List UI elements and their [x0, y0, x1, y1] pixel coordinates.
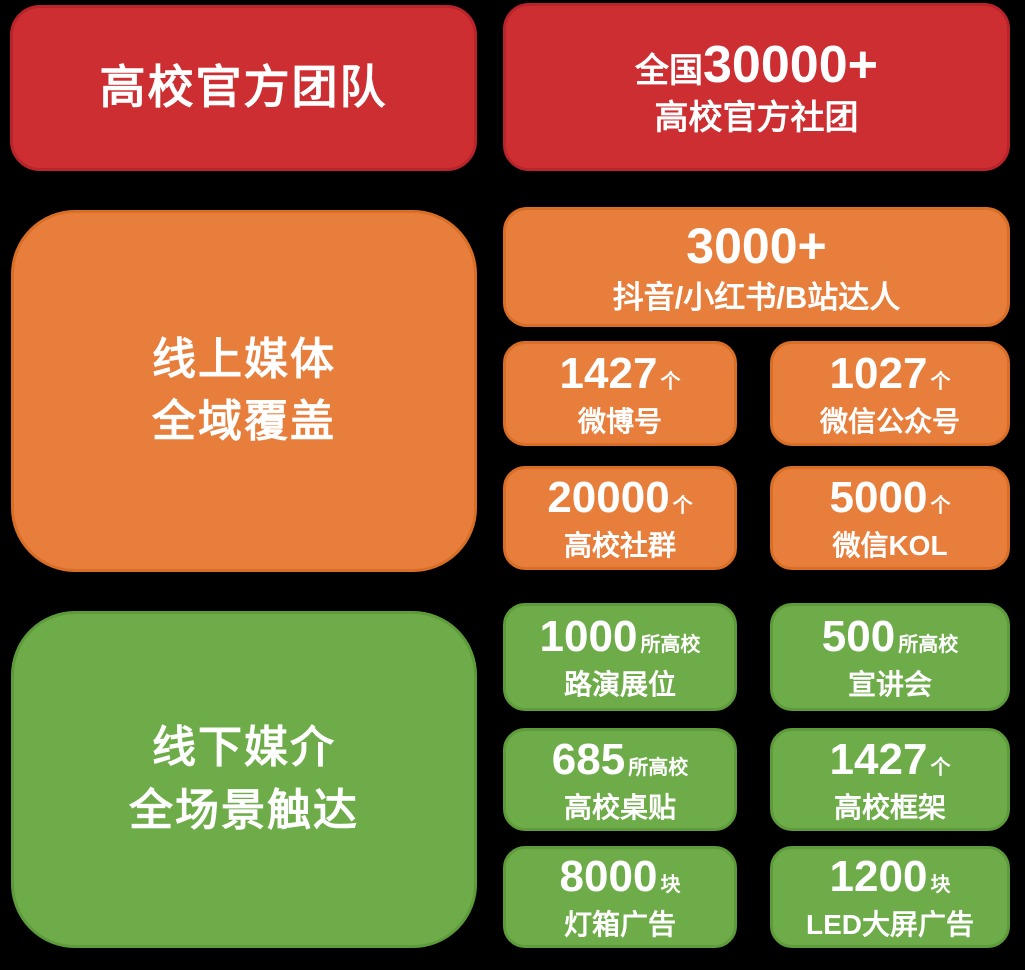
stat-value: 1027: [829, 348, 928, 398]
stat-label: 微信公众号: [819, 405, 960, 437]
stat-campus-frames: 1427 个 高校框架: [770, 728, 1010, 831]
stat-prefix: 全国: [635, 52, 704, 90]
stat-label: 高校框架: [833, 791, 946, 823]
section-title-line1: 线下媒介: [152, 723, 336, 773]
section-title-text: 线上媒体 全域覆盖: [152, 329, 336, 454]
stat-campus-groups: 20000 个 高校社群: [503, 466, 737, 570]
stat-label: 微博号: [577, 405, 662, 437]
section-title-text: 高校官方团队: [99, 61, 388, 114]
stat-unit: 个: [672, 495, 693, 517]
stat-unit: 块: [660, 874, 681, 896]
section-title-line2: 全域覆盖: [152, 397, 336, 446]
stat-label: 灯箱广告: [563, 909, 676, 940]
stat-unit: 个: [660, 370, 681, 393]
section-title-line1: 线上媒体: [152, 334, 336, 384]
stat-wechat-kol: 5000 个 微信KOL: [770, 466, 1010, 570]
stat-weibo-accounts: 1427 个 微博号: [503, 341, 737, 446]
stat-label: 高校社群: [563, 530, 676, 561]
stat-value: 500: [821, 612, 896, 661]
stat-label: 宣讲会: [847, 669, 932, 700]
stat-unit: 个: [930, 756, 951, 779]
stat-value: 3000+: [686, 218, 827, 274]
stat-unit: 所高校: [640, 634, 701, 656]
section-title-line2: 全场景触达: [129, 785, 359, 835]
stat-national-official-clubs: 全国 30000+ 高校官方社团: [503, 3, 1010, 171]
stat-influencers: 3000+ 抖音/小红书/B站达人: [503, 207, 1010, 327]
stat-value: 20000: [547, 473, 670, 522]
stat-value: 1200: [829, 852, 928, 901]
stat-unit: 个: [930, 495, 951, 517]
stat-roadshow-booths: 1000 所高校 路演展位: [503, 603, 737, 711]
stat-value: 1000: [539, 612, 638, 661]
stat-label: 高校桌贴: [563, 791, 676, 823]
stat-unit: 块: [930, 874, 951, 896]
stat-lightbox-ads: 8000 块 灯箱广告: [503, 846, 737, 948]
stat-info-sessions: 500 所高校 宣讲会: [770, 603, 1010, 711]
stat-label: 抖音/小红书/B站达人: [612, 280, 901, 315]
stat-value: 5000: [829, 473, 928, 522]
section-title-online-media: 线上媒体 全域覆盖: [11, 210, 477, 572]
stat-label: 高校官方社团: [654, 99, 859, 137]
stat-unit: 所高校: [628, 756, 689, 779]
section-title-text: 线下媒介 全场景触达: [129, 717, 359, 842]
section-title-official-teams: 高校官方团队: [10, 5, 477, 171]
stat-value-row: 全国 30000+: [635, 39, 878, 91]
stat-value: 1427: [829, 734, 928, 784]
stat-value: 30000+: [703, 36, 878, 94]
stat-unit: 个: [930, 370, 951, 393]
stat-value: 685: [551, 734, 626, 784]
stat-desk-stickers: 685 所高校 高校桌贴: [503, 728, 737, 831]
stat-label: LED大屏广告: [805, 909, 974, 940]
stat-label: 微信KOL: [832, 530, 948, 561]
stat-unit: 所高校: [898, 634, 959, 656]
stat-led-screen-ads: 1200 块 LED大屏广告: [770, 846, 1010, 948]
stat-label: 路演展位: [563, 669, 676, 700]
stat-wechat-public-accounts: 1027 个 微信公众号: [770, 341, 1010, 446]
section-title-offline-media: 线下媒介 全场景触达: [11, 611, 477, 948]
stat-value: 8000: [559, 852, 658, 901]
stat-value: 1427: [559, 348, 658, 398]
